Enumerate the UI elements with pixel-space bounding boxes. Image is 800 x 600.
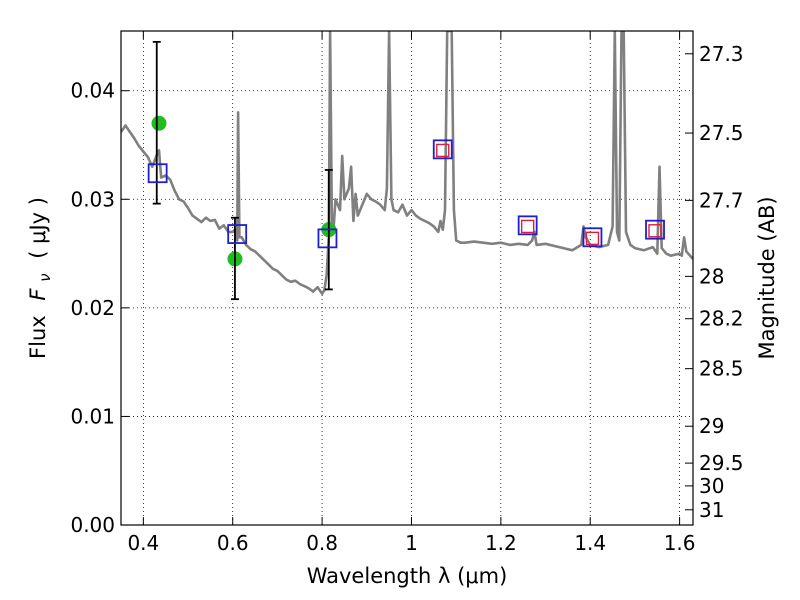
blue-square [317,228,338,249]
magnitude-tick-label: 27.3 [699,42,744,66]
x-tick-label: 0.6 [217,531,249,555]
data-layer [121,31,693,301]
x-tick-label: 1.2 [485,531,517,555]
blue-square [432,139,453,160]
y-tick-label-left: 0.04 [70,79,115,103]
magnitude-tick-label: 28 [699,264,724,288]
x-tick-label: 1 [405,531,418,555]
grid [121,31,693,525]
plot-frame [120,30,694,526]
red-square [520,219,535,234]
x-tick-label: 1.6 [664,531,696,555]
blue-square [147,163,168,184]
y-axis-label-right: Magnitude (AB) [755,196,779,359]
red-square [436,143,450,158]
y-axis-label-symbol: F [26,288,50,301]
magnitude-tick-label: 29 [699,414,724,438]
blue-square [517,215,538,236]
y-axis-label-left: Flux F ν ( μJy ) [26,197,55,359]
red-square [585,231,600,246]
x-axis-label: Wavelength λ (μm) [307,564,508,588]
blue-square [227,224,248,244]
plot-background [121,31,693,525]
blue-square [582,227,603,248]
magnitude-tick-label: 28.5 [699,357,744,381]
green-point [151,115,167,131]
y-axis-label-unit: ( μJy ) [26,197,50,259]
y-tick-label-left: 0.03 [70,187,115,211]
x-tick-label: 0.4 [127,531,159,555]
magnitude-tick-label: 28.2 [699,307,744,331]
red-square [648,224,662,238]
y-axis-label-prefix: Flux [26,315,50,359]
y-axis-label-subscript: ν [36,273,54,281]
ticks: 0.4 0.6 0.8 1 1.2 1.4 1.6 0.00 0.01 0.02 0.03 0.04 2… [70,31,744,555]
x-tick-label: 0.8 [306,531,338,555]
y-tick-label-left: 0.00 [70,513,115,537]
y-tick-label-left: 0.02 [70,296,115,320]
magnitude-tick-label: 30 [699,474,724,498]
magnitude-tick-label: 27.7 [699,188,744,212]
magnitude-tick-label: 29.5 [699,451,744,475]
y-tick-label-left: 0.01 [70,404,115,428]
blue-square [645,219,665,240]
magnitude-tick-label: 31 [699,498,724,522]
magnitude-tick-label: 27.5 [699,121,744,145]
x-tick-label: 1.4 [574,531,606,555]
